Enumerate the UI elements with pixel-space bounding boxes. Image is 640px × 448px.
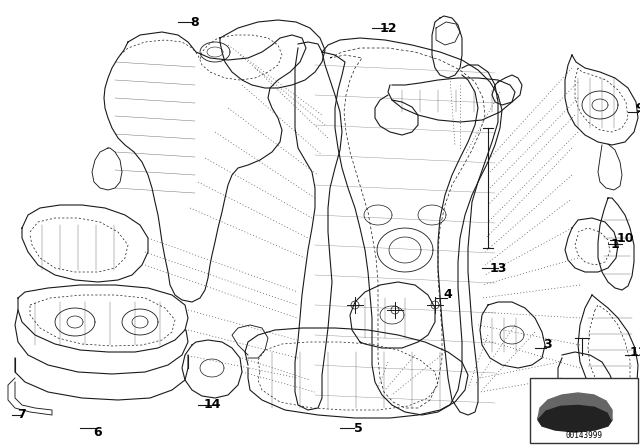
Text: 9: 9: [636, 102, 640, 115]
Text: 00143999: 00143999: [566, 431, 602, 440]
Text: 13: 13: [490, 262, 507, 275]
Text: 8: 8: [191, 16, 199, 29]
Text: 5: 5: [354, 422, 362, 435]
Text: 11: 11: [629, 345, 640, 358]
Text: 3: 3: [544, 339, 552, 352]
Text: 1: 1: [611, 237, 620, 250]
Text: 2: 2: [614, 399, 622, 412]
Text: 10: 10: [616, 232, 634, 245]
Bar: [530, 378, 638, 443]
Text: 7: 7: [18, 409, 26, 422]
Text: 12: 12: [380, 22, 397, 34]
Polygon shape: [538, 404, 612, 432]
Text: 14: 14: [204, 399, 221, 412]
Text: 4: 4: [444, 289, 452, 302]
Polygon shape: [538, 393, 612, 420]
Text: 6: 6: [93, 426, 102, 439]
